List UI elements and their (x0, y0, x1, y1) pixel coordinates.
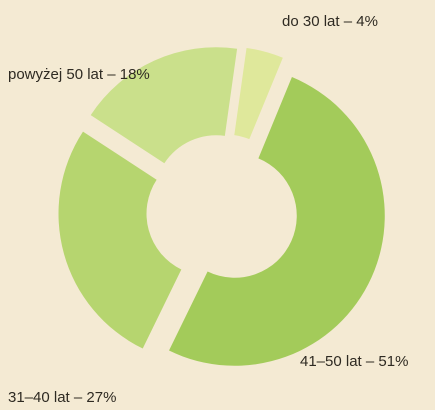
donut-slice (90, 47, 238, 164)
donut-slice (169, 77, 385, 366)
slice-label: do 30 lat – 4% (282, 13, 378, 30)
donut-slice (58, 131, 182, 349)
slice-label: 31–40 lat – 27% (8, 389, 116, 406)
slice-label: powyżej 50 lat – 18% (8, 66, 150, 83)
donut-slice (234, 47, 283, 140)
slice-label: 41–50 lat – 51% (300, 353, 408, 370)
